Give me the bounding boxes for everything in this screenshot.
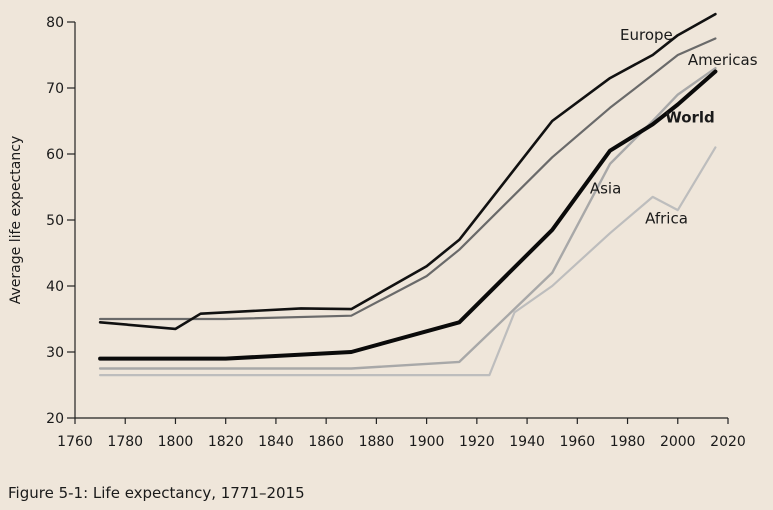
y-tick-label: 80 xyxy=(46,15,64,31)
series-label-world: World xyxy=(665,108,715,126)
y-axis-title: Average life expectancy xyxy=(8,136,24,305)
y-tick-label: 40 xyxy=(46,279,64,295)
series-line-americas xyxy=(99,37,717,321)
x-tick-label: 1780 xyxy=(107,434,143,450)
series-line-asia xyxy=(98,67,717,370)
x-tick-label: 1920 xyxy=(459,434,495,450)
series-line-europe xyxy=(98,12,717,331)
life-expectancy-chart: 20 30 40 50 60 70 80 1760 1780 1800 1820 1840 1860 18… xyxy=(8,12,758,450)
x-tick-label: 1840 xyxy=(258,434,294,450)
y-tick-label: 50 xyxy=(46,213,64,229)
x-tick-label: 1860 xyxy=(308,434,344,450)
series-line-world xyxy=(98,69,718,361)
series-label-europe: Europe xyxy=(620,26,673,44)
x-tick-label: 1900 xyxy=(409,434,445,450)
x-tick-label: 1960 xyxy=(559,434,595,450)
series-label-asia: Asia xyxy=(590,180,621,198)
series-labels: Europe Americas World Asia Africa xyxy=(590,26,758,227)
y-tick-label: 20 xyxy=(46,411,64,427)
y-tick-label: 60 xyxy=(46,147,64,163)
y-tick-label: 70 xyxy=(46,81,64,97)
x-tick-label: 1980 xyxy=(610,434,646,450)
axes: 20 30 40 50 60 70 80 1760 1780 1800 1820 1840 1860 18… xyxy=(8,15,746,450)
x-tick-label: 1820 xyxy=(208,434,244,450)
x-tick-label: 2020 xyxy=(710,434,746,450)
x-tick-label: 1880 xyxy=(359,434,395,450)
x-tick-label: 1760 xyxy=(57,434,93,450)
x-tick-label: 1800 xyxy=(158,434,194,450)
y-tick-label: 30 xyxy=(46,345,64,361)
figure-caption: Figure 5-1: Life expectancy, 1771–2015 xyxy=(8,484,305,502)
series-label-africa: Africa xyxy=(645,209,688,227)
x-tick-label: 2000 xyxy=(660,434,696,450)
series-line-africa xyxy=(99,146,717,377)
series-label-americas: Americas xyxy=(688,51,758,69)
x-tick-label: 1940 xyxy=(509,434,545,450)
series-lines xyxy=(98,12,718,377)
